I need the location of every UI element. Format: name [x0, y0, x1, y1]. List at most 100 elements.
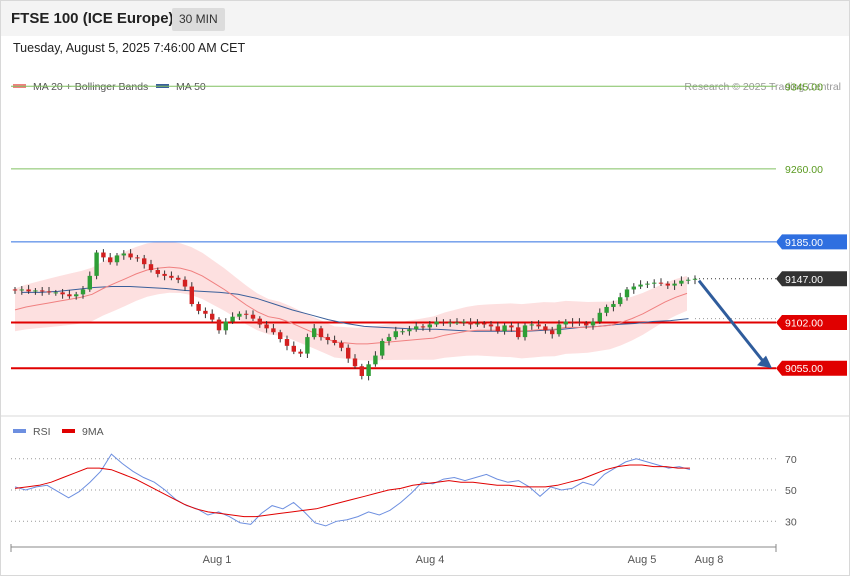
candle-body [577, 322, 582, 324]
research-credit: Research © 2025 Trading Central [684, 81, 841, 93]
candle-body [509, 325, 514, 328]
candle-body [305, 337, 310, 354]
candle-body [230, 316, 235, 322]
forecast-arrow-shaft [697, 279, 766, 364]
level-tag-support [776, 315, 847, 331]
candle-body [298, 351, 303, 354]
candle-body [264, 324, 269, 329]
candle-body [142, 258, 147, 265]
candle-body [618, 297, 623, 305]
legend-label-ma50: MA 50 [176, 81, 206, 93]
candle-body [101, 252, 106, 258]
candle-body [33, 290, 38, 292]
x-tick-label: Aug 1 [203, 554, 232, 566]
rsi-tick-label: 30 [785, 516, 797, 528]
candle-body [570, 321, 575, 323]
candle-body [502, 325, 507, 332]
level-label-target: 9260.00 [785, 164, 823, 176]
candle-body [257, 318, 262, 325]
candle-body [686, 279, 691, 281]
candle-body [434, 321, 439, 325]
candle-body [441, 321, 446, 323]
candle-body [380, 340, 385, 356]
candle-body [162, 273, 167, 276]
level-tag-resistance [776, 234, 847, 250]
candle-body [250, 314, 256, 319]
candle-body [359, 366, 364, 376]
candle-body [87, 275, 92, 290]
candle-body [448, 322, 453, 324]
candle-body [482, 323, 487, 325]
candle-body [40, 290, 45, 292]
candle-body [339, 342, 344, 348]
candle-body [346, 347, 351, 359]
candle-body [80, 289, 86, 295]
rsi-ma-line [14, 464, 690, 518]
candle-body [529, 324, 534, 326]
candle-body [210, 313, 215, 320]
candle-body [590, 321, 596, 326]
candle-body [672, 283, 677, 286]
rsi-tick-label: 70 [785, 454, 797, 466]
candle-body [12, 289, 18, 291]
candle-body [53, 292, 58, 294]
candle-body [543, 326, 548, 331]
candle-body [121, 253, 126, 256]
candle-body [216, 319, 222, 331]
candle-body [550, 330, 555, 335]
candle-body [400, 331, 405, 333]
level-label-last: 9147.00 [785, 274, 823, 286]
candle-body [278, 332, 283, 340]
candle-body [60, 292, 65, 295]
candle-body [182, 279, 188, 287]
candle-body [176, 277, 181, 280]
candle-body [454, 322, 460, 324]
candle-body [624, 289, 630, 298]
candle-body [427, 324, 432, 328]
candle-body [393, 331, 398, 338]
candle-body [692, 278, 698, 280]
candle-body [237, 313, 242, 317]
candle-body [312, 328, 317, 338]
price-plot-area: 9345.00 9260.00 9185.00 9147.00 9102.00 9055.… [11, 81, 847, 381]
candle-body [196, 304, 201, 311]
instrument-title: FTSE 100 (ICE Europe) [11, 10, 174, 27]
candle-body [135, 257, 140, 259]
level-label-support: 9055.00 [785, 363, 823, 375]
candle-body [325, 337, 330, 341]
candle-body [468, 321, 473, 325]
candle-body [148, 264, 154, 271]
candle-body [652, 282, 657, 284]
candle-body [46, 291, 52, 293]
candle-body [386, 337, 392, 341]
candle-body [631, 286, 636, 290]
candle-body [488, 324, 494, 327]
candle-body [407, 329, 412, 332]
candle-body [291, 345, 296, 352]
level-tag-last [776, 271, 847, 287]
rsi-tick-label: 50 [785, 485, 797, 497]
candle-body [114, 255, 120, 263]
candle-body [665, 283, 670, 286]
forecast-arrow-head [757, 355, 772, 369]
candle-body [522, 325, 528, 338]
candle-body [67, 294, 72, 297]
x-tick-label: Aug 4 [416, 554, 445, 566]
legend-swatch-rsi [13, 429, 26, 433]
timeframe-badge[interactable]: 30 MIN [172, 8, 225, 31]
candle-body [516, 327, 521, 338]
rsi-line [14, 453, 691, 527]
rsi-plot-area: 70 50 30 [11, 453, 797, 528]
price-legend: MA 20 + Bollinger Bands MA 50 [13, 81, 206, 93]
candle-body [74, 294, 79, 297]
candle-body [203, 310, 208, 314]
chart-header: FTSE 100 (ICE Europe) 30 MIN [1, 1, 849, 36]
candle-body [189, 286, 194, 305]
candle-body [563, 321, 568, 325]
candle-body [556, 324, 562, 335]
candle-body [373, 355, 378, 365]
candle-body [128, 253, 133, 258]
candle-body [244, 313, 249, 315]
candle-body [155, 270, 160, 274]
